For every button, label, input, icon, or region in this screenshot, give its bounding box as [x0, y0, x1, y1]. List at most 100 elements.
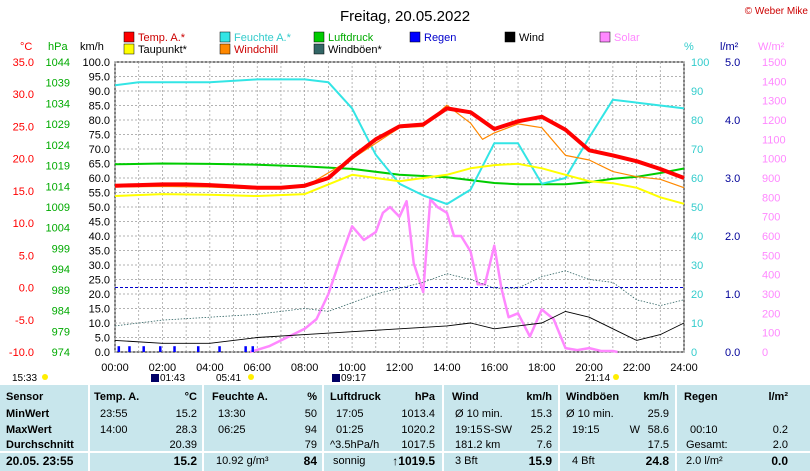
- solar-tick: 1400: [762, 76, 786, 88]
- temp-tick: 25.0: [13, 121, 34, 133]
- x-tick: 08:00: [291, 362, 319, 374]
- temp-unit: °C: [20, 41, 32, 53]
- press-tick: 994: [52, 264, 70, 276]
- table-cell: 00:10: [690, 424, 718, 436]
- press-tick: 984: [52, 306, 70, 318]
- table-cell: W: [629, 424, 640, 436]
- press-tick: 1019: [46, 161, 70, 173]
- press-tick: 999: [52, 243, 70, 255]
- sunrise-time: 05:41: [216, 373, 241, 384]
- temp-tick: 30.0: [13, 89, 34, 101]
- legend-swatch: [219, 31, 231, 43]
- table-cell: 15.9: [528, 454, 552, 468]
- temp-tick: 15.0: [13, 186, 34, 198]
- chart-grid: [114, 61, 685, 353]
- table-cell: 10.92 g/m³: [216, 455, 269, 467]
- hum-tick: 10: [691, 318, 703, 330]
- series-line: [114, 106, 685, 190]
- press-unit: hPa: [48, 41, 68, 53]
- table-cell: 84: [303, 454, 317, 468]
- rain-bar: [173, 346, 176, 352]
- table-cell: S-SW: [483, 424, 512, 436]
- x-tick: 04:00: [196, 362, 224, 374]
- table-cell: 28.3: [175, 424, 197, 436]
- header-hum: Feuchte A.: [212, 391, 268, 403]
- solar-tick: 400: [762, 270, 780, 282]
- series-line: [114, 270, 685, 327]
- legend-label: Solar: [614, 32, 640, 44]
- table-cell: 24.8: [645, 454, 669, 468]
- solar-tick: 500: [762, 250, 780, 262]
- x-tick: 10:00: [338, 362, 366, 374]
- copyright-link[interactable]: © Weber Mike: [745, 6, 809, 17]
- rain-bar: [251, 346, 255, 352]
- wind-tick: 55.0: [89, 188, 110, 200]
- chart-axes: 35.0 30.0 25.0 20.0 15.0 10.0 5.0 0.0 -5.0 -10.0 1…: [9, 41, 787, 374]
- moonrise-icon: [151, 374, 159, 382]
- x-tick: 20:00: [575, 362, 603, 374]
- table-cell: 17.5: [647, 439, 669, 451]
- x-tick: 00:00: [101, 362, 129, 374]
- table-cell: 14:00: [100, 424, 128, 436]
- wind-tick: 35.0: [89, 246, 110, 258]
- press-tick: 1029: [46, 119, 70, 131]
- rain-tick: 2.0: [725, 231, 740, 243]
- wind-tick: 5.0: [95, 333, 110, 345]
- wind-tick: 15.0: [89, 304, 110, 316]
- left-time: 15:33: [12, 373, 37, 384]
- temp-tick: 10.0: [13, 218, 34, 230]
- hum-tick: 90: [691, 86, 703, 98]
- x-tick: 02:00: [149, 362, 177, 374]
- hum-tick: 30: [691, 260, 703, 272]
- wind-tick: 50.0: [89, 202, 110, 214]
- chart-series: [114, 78, 685, 354]
- solar-tick: 1300: [762, 96, 786, 108]
- rain-bar: [159, 346, 162, 352]
- header-gust: Windböen: [566, 391, 620, 403]
- hum-tick: 40: [691, 231, 703, 243]
- legend-swatch: [599, 31, 611, 43]
- wind-tick: 65.0: [89, 159, 110, 171]
- header-sensor: Sensor: [6, 391, 44, 403]
- temp-tick: -10.0: [9, 347, 34, 359]
- rain-bar: [117, 346, 121, 352]
- solar-tick: 600: [762, 231, 780, 243]
- solar-tick: 1500: [762, 57, 786, 69]
- header-rain-unit: l/m²: [768, 391, 788, 403]
- wind-tick: 70.0: [89, 144, 110, 156]
- wind-tick: 0.0: [95, 347, 110, 359]
- table-cell: 01:25: [336, 424, 364, 436]
- sunrise-icon: [248, 374, 254, 380]
- header-temp-unit: °C: [184, 391, 197, 403]
- sun-band: 15:33 01:43 05:41 09:17 21:14: [0, 373, 810, 384]
- x-tick: 18:00: [528, 362, 556, 374]
- legend-swatch: [409, 31, 421, 43]
- table-cell: Ø 10 min.: [566, 408, 614, 420]
- series-line: [114, 310, 685, 344]
- legend-swatch: [123, 43, 135, 55]
- series-line: [114, 162, 685, 186]
- temp-tick: 20.0: [13, 154, 34, 166]
- temp-tick: 35.0: [13, 57, 34, 69]
- table-cell: 4 Bft: [572, 455, 595, 467]
- table-cell: 17:05: [336, 408, 364, 420]
- stats-table: Sensor Temp. A. °C Feuchte A.% Luftdruck hPa W…: [0, 385, 810, 471]
- wind-tick: 60.0: [89, 173, 110, 185]
- press-tick: 1009: [46, 202, 70, 214]
- series-line: [114, 78, 685, 206]
- row-label-max: MaxWert: [6, 424, 52, 436]
- header-temp: Temp. A.: [94, 391, 140, 403]
- solar-tick: 1100: [762, 134, 786, 146]
- table-cell: 2.0: [772, 439, 788, 451]
- table-cell: 7.6: [536, 439, 552, 451]
- press-tick: 1014: [46, 181, 70, 193]
- rain-tick: 3.0: [725, 173, 740, 185]
- hum-tick: 60: [691, 173, 703, 185]
- rain-bar: [218, 346, 221, 352]
- x-tick: 06:00: [243, 362, 271, 374]
- wind-tick: 90.0: [89, 86, 110, 98]
- table-divider: [0, 451, 810, 453]
- rain-bar: [142, 346, 145, 352]
- table-cell: 58.6: [647, 424, 669, 436]
- x-tick: 24:00: [670, 362, 698, 374]
